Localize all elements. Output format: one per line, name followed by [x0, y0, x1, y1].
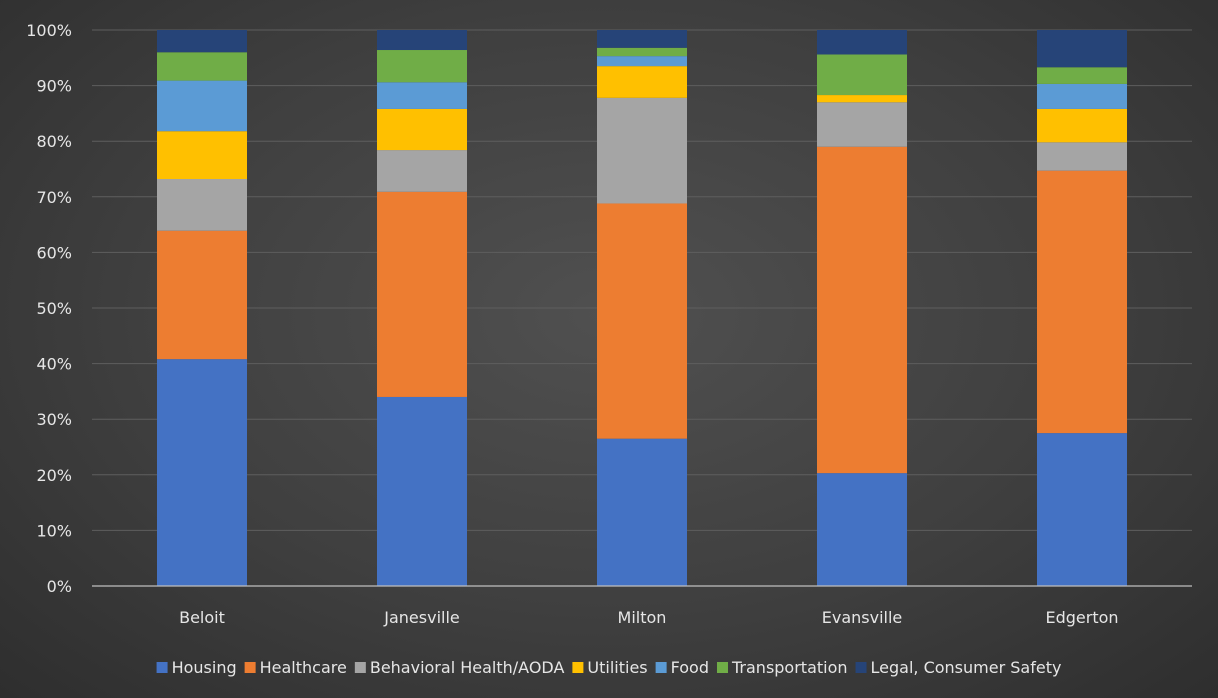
bar-segment — [817, 102, 907, 147]
legend-swatch — [716, 662, 728, 673]
bar-segment — [1037, 108, 1127, 143]
y-tick-label: 90% — [36, 77, 72, 96]
bar-segment — [817, 95, 907, 103]
legend-item: Legal, Consumer Safety — [855, 658, 1062, 677]
y-tick-label: 80% — [36, 132, 72, 151]
legend-item: Behavioral Health/AODA — [354, 658, 565, 677]
y-axis-tick-labels: 0% 10% 20% 30% 40% 50% 60% 70% 80% 90% 100% — [26, 21, 72, 596]
x-category-label: Janesville — [383, 608, 460, 627]
bar-segment — [597, 66, 687, 98]
bar-segment — [817, 146, 907, 474]
bar-segment — [1037, 67, 1127, 84]
y-tick-label: 20% — [36, 466, 72, 485]
legend-item: Healthcare — [244, 658, 347, 677]
bar-segment — [597, 203, 687, 439]
bar-segment — [1037, 170, 1127, 434]
legend-label: Utilities — [587, 658, 647, 677]
legend-swatch — [354, 662, 366, 673]
bar-segment — [377, 50, 467, 83]
bar-segment — [377, 82, 467, 109]
x-category-label: Evansville — [822, 608, 903, 627]
legend-label: Healthcare — [260, 658, 347, 677]
bar-segment — [157, 131, 247, 180]
legend-label: Food — [671, 658, 709, 677]
legend-label: Transportation — [731, 658, 848, 677]
y-tick-label: 60% — [36, 243, 72, 262]
bar-segment — [817, 473, 907, 586]
bar-segment — [377, 30, 467, 51]
y-tick-label: 70% — [36, 188, 72, 207]
legend-swatch — [156, 662, 168, 673]
bar-segment — [377, 191, 467, 397]
bar-segment — [597, 56, 687, 67]
y-tick-label: 40% — [36, 355, 72, 374]
bar-segment — [597, 97, 687, 204]
legend-item: Food — [655, 658, 709, 677]
legend-swatch — [244, 662, 256, 673]
legend-swatch — [655, 662, 667, 673]
bar-segment — [157, 52, 247, 81]
bar-segment — [1037, 142, 1127, 171]
legend-label: Behavioral Health/AODA — [370, 658, 565, 677]
x-category-label: Beloit — [179, 608, 225, 627]
bar-segment — [1037, 433, 1127, 586]
y-tick-label: 100% — [26, 21, 72, 40]
legend-item: Housing — [156, 658, 237, 677]
legend-label: Housing — [172, 658, 237, 677]
bar-segment — [157, 359, 247, 586]
bar-segment — [377, 150, 467, 192]
bar-segment — [157, 80, 247, 132]
bars — [157, 30, 1127, 586]
bar-segment — [1037, 83, 1127, 109]
y-tick-label: 50% — [36, 299, 72, 318]
legend: Housing Healthcare Behavioral Health/AODA U… — [156, 658, 1062, 677]
legend-item: Transportation — [716, 658, 848, 677]
bar-segment — [157, 179, 247, 231]
bar-segment — [817, 30, 907, 55]
y-tick-label: 0% — [47, 577, 72, 596]
legend-swatch — [855, 662, 867, 673]
bar-segment — [597, 30, 687, 48]
bar-segment — [597, 438, 687, 586]
bar-segment — [597, 47, 687, 57]
x-axis-category-labels: Beloit Janesville Milton Evansville Edgerton — [179, 608, 1118, 627]
bar-segment — [157, 230, 247, 360]
legend-label: Legal, Consumer Safety — [871, 658, 1062, 677]
x-category-label: Milton — [618, 608, 667, 627]
legend-swatch — [572, 662, 584, 673]
bar-segment — [1037, 30, 1127, 68]
y-tick-label: 10% — [36, 521, 72, 540]
bar-segment — [817, 54, 907, 96]
bar-segment — [377, 396, 467, 586]
bar-segment — [157, 30, 247, 53]
legend-item: Utilities — [572, 658, 648, 677]
y-tick-label: 30% — [36, 410, 72, 429]
x-category-label: Edgerton — [1045, 608, 1118, 627]
bar-segment — [377, 108, 467, 151]
